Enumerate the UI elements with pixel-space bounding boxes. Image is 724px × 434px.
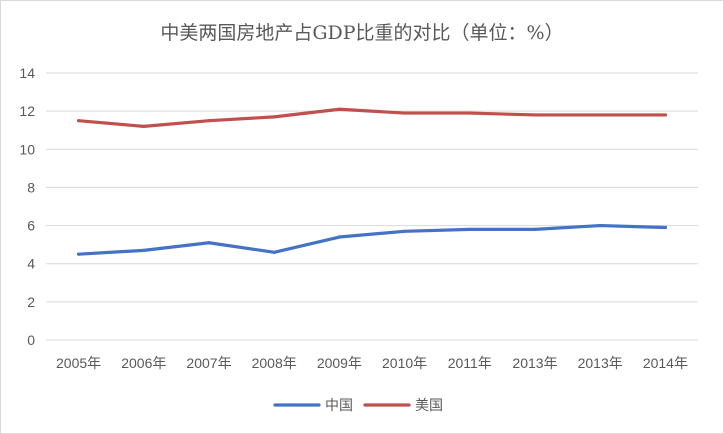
data-point: [598, 223, 602, 228]
y-tick-label: 0: [27, 332, 35, 348]
y-axis-ticks: 0 2 4 6 8 10 12 14: [19, 65, 35, 348]
y-tick-label: 6: [27, 218, 35, 234]
data-point: [663, 225, 668, 230]
data-point: [207, 119, 211, 123]
y-tick-label: 10: [19, 141, 35, 157]
x-tick-label: 2007年: [186, 355, 231, 371]
data-point: [337, 235, 341, 239]
y-tick-label: 4: [27, 256, 35, 272]
data-point: [403, 229, 407, 233]
legend-label: 美国: [415, 397, 443, 413]
y-tick-label: 14: [19, 65, 35, 81]
data-point: [272, 115, 276, 119]
data-point: [403, 111, 407, 115]
data-point: [142, 124, 146, 128]
y-tick-label: 2: [27, 294, 35, 310]
x-tick-label: 2006年: [121, 355, 166, 371]
chart-title: 中美两国房地产占GDP比重的对比（单位：%）: [160, 22, 563, 44]
y-tick-label: 8: [27, 179, 35, 195]
x-tick-label: 2011年: [448, 355, 492, 371]
data-point: [468, 227, 472, 231]
legend: 中国 美国: [273, 397, 443, 413]
x-tick-label: 2014年: [643, 355, 688, 371]
data-point: [598, 113, 602, 117]
data-point: [142, 248, 146, 252]
legend-label: 中国: [325, 397, 353, 413]
series-line-usa: [76, 107, 668, 129]
gridlines: [46, 72, 698, 341]
x-tick-label: 2005年: [56, 355, 101, 371]
x-tick-label: 2008年: [252, 355, 297, 371]
x-tick-label: 2013年: [578, 355, 623, 371]
y-tick-label: 12: [19, 103, 35, 119]
x-tick-label: 2013年: [512, 355, 557, 371]
data-point: [272, 250, 276, 254]
data-point: [533, 227, 537, 231]
data-point: [77, 119, 81, 123]
data-point: [663, 113, 668, 117]
x-tick-label: 2010年: [382, 355, 427, 371]
data-point: [533, 113, 537, 117]
series-line-china: [76, 223, 668, 256]
x-tick-label: 2009年: [317, 355, 362, 371]
data-point: [468, 111, 472, 115]
data-point: [77, 252, 81, 256]
data-point: [337, 107, 341, 111]
series-lines: [76, 107, 668, 256]
x-axis-ticks: 2005年 2006年 2007年 2008年 2009年 2010年 2011年 2013年…: [56, 355, 688, 371]
data-point: [207, 241, 211, 245]
